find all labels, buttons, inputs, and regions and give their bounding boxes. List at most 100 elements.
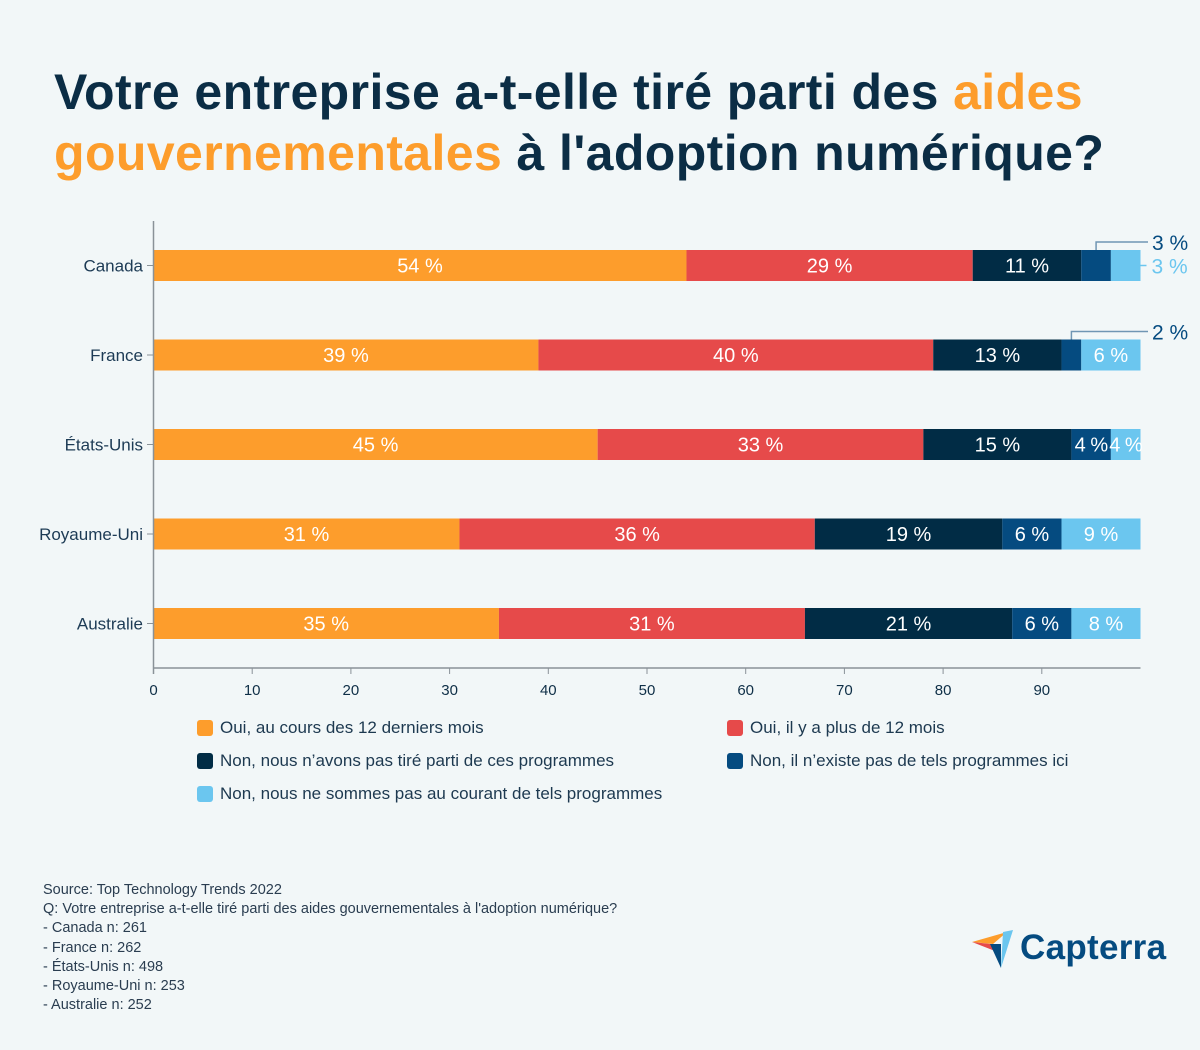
chart-title: Votre entreprise a-t-elle tiré parti des… — [54, 62, 1174, 184]
legend-item: Oui, au cours des 12 derniers mois — [197, 716, 727, 739]
data-label: 11 % — [1005, 256, 1049, 278]
capterra-wordmark: Capterra — [1020, 928, 1167, 967]
x-tick-label: 60 — [737, 682, 754, 699]
y-tick-label: États-Unis — [65, 436, 143, 455]
data-label: 13 % — [975, 345, 1021, 367]
y-tick-label: France — [90, 346, 143, 365]
bar-segment — [933, 339, 1062, 371]
outside-data-label: 3 % — [1152, 256, 1188, 279]
leader-line — [1070, 330, 1148, 340]
x-tick-label: 0 — [149, 682, 157, 699]
legend-swatch — [727, 719, 743, 736]
y-tick-label: Royaume-Uni — [39, 525, 143, 544]
x-tick-label: 70 — [836, 682, 853, 699]
legend-label: Oui, au cours des 12 derniers mois — [220, 717, 484, 737]
data-label: 6 % — [1015, 524, 1050, 546]
x-tick-label: 90 — [1033, 682, 1050, 699]
legend: Oui, au cours des 12 derniers mois Oui, … — [197, 716, 1157, 805]
legend-swatch — [197, 719, 213, 736]
bar-segment — [498, 608, 805, 639]
x-tick-label: 40 — [540, 682, 557, 699]
data-label: 45 % — [353, 435, 399, 457]
leader-line — [1095, 241, 1148, 250]
annotations-group: 3 %3 % 2 % — [1070, 232, 1188, 345]
legend-swatch — [727, 752, 743, 769]
data-label: 40 % — [713, 345, 759, 367]
bar-segment — [1061, 518, 1141, 550]
x-tick-label: 80 — [935, 682, 952, 699]
bars-group: 54 % 29 % 11 % 39 % 40 % 13 % 6 % 45 % 33 % 15 % 4… — [153, 250, 1143, 639]
legend-label: Non, nous ne sommes pas au courant de te… — [220, 783, 663, 803]
legend-label: Non, nous n’avons pas tiré parti de ces … — [220, 750, 615, 770]
sample-size-line: - Canada n: 261 — [43, 920, 147, 937]
data-label: 4 % — [1075, 435, 1109, 457]
bar-segment — [1081, 250, 1111, 281]
bar-segment — [814, 518, 1003, 550]
bar-segment — [1071, 608, 1141, 639]
x-tick-label: 30 — [441, 682, 458, 699]
bar-segment — [1071, 429, 1111, 460]
title-part1: Votre entreprise a-t-elle tiré parti des — [54, 64, 954, 120]
data-label: 39 % — [323, 345, 369, 367]
data-label: 54 % — [397, 256, 443, 278]
bar-segment — [153, 518, 460, 550]
y-tick-label: Canada — [83, 257, 143, 276]
bar-segment — [1110, 250, 1141, 281]
legend-item: Non, il n’existe pas de tels programmes … — [727, 749, 1157, 772]
bar-segment — [972, 250, 1082, 281]
legend-label: Oui, il y a plus de 12 mois — [750, 717, 945, 737]
legend-item: Oui, il y a plus de 12 mois — [727, 716, 1157, 739]
data-label: 8 % — [1089, 614, 1124, 636]
data-label: 29 % — [807, 256, 853, 278]
source-line: Source: Top Technology Trends 2022 — [43, 882, 282, 898]
stacked-bar-chart: 54 % 29 % 11 % 39 % 40 % 13 % 6 % 45 % 33 % 15 % 4… — [39, 221, 1188, 699]
legend-item: Non, nous ne sommes pas au courant de te… — [197, 782, 727, 805]
x-tick-label: 50 — [639, 682, 656, 699]
sample-size-line: - Royaume-Uni n: 253 — [43, 978, 185, 995]
data-label: 35 % — [303, 614, 349, 636]
bar-segment — [1002, 518, 1062, 550]
bar-segment — [1081, 339, 1141, 371]
bar-segment — [686, 250, 973, 281]
bar-segment — [538, 339, 934, 371]
title-highlight-2: gouvernementales — [54, 125, 503, 181]
bar-segment — [1061, 339, 1082, 371]
x-tick-label: 10 — [244, 682, 261, 699]
bar-segment — [459, 518, 815, 550]
question-line: Q: Votre entreprise a-t-elle tiré parti … — [43, 901, 618, 918]
data-label: 15 % — [975, 435, 1021, 457]
bar-segment — [153, 339, 539, 371]
outside-data-label: 3 % — [1152, 232, 1188, 255]
sample-size-line: - Australie n: 252 — [43, 997, 152, 1014]
sample-size-line: - France n: 262 — [43, 939, 142, 956]
legend-swatch — [197, 785, 213, 802]
bar-segment — [923, 429, 1072, 460]
legend-swatch — [197, 752, 213, 769]
bar-segment — [1012, 608, 1072, 639]
data-label: 31 % — [629, 614, 675, 636]
data-label: 31 % — [284, 524, 330, 546]
capterra-logo: Capterra — [970, 925, 1166, 971]
bar-segment — [153, 608, 499, 639]
data-label: 4 % — [1109, 435, 1143, 457]
data-label: 21 % — [886, 614, 932, 636]
bar-segment — [153, 250, 687, 281]
data-label: 9 % — [1084, 524, 1119, 546]
data-label: 6 % — [1094, 345, 1129, 367]
paper-plane-logo-icon — [972, 930, 1013, 968]
data-label: 19 % — [886, 524, 932, 546]
bar-segment — [1110, 429, 1141, 460]
title-highlight-1: aides — [953, 64, 1083, 120]
data-label: 6 % — [1025, 614, 1060, 636]
outside-data-label: 2 % — [1152, 322, 1188, 345]
data-label: 36 % — [614, 524, 660, 546]
legend-label: Non, il n’existe pas de tels programmes … — [750, 750, 1069, 770]
sample-size-line: - États-Unis n: 498 — [43, 958, 164, 975]
axes-group: Canada France États-Unis Royaume-Uni Austral… — [39, 221, 1141, 699]
legend-item: Non, nous n’avons pas tiré parti de ces … — [197, 749, 727, 772]
bar-segment — [804, 608, 1013, 639]
bar-segment — [597, 429, 924, 460]
data-label: 33 % — [738, 435, 784, 457]
x-tick-label: 20 — [343, 682, 360, 699]
source-notes: Source: Top Technology Trends 2022 Q: Vo… — [43, 881, 617, 1015]
